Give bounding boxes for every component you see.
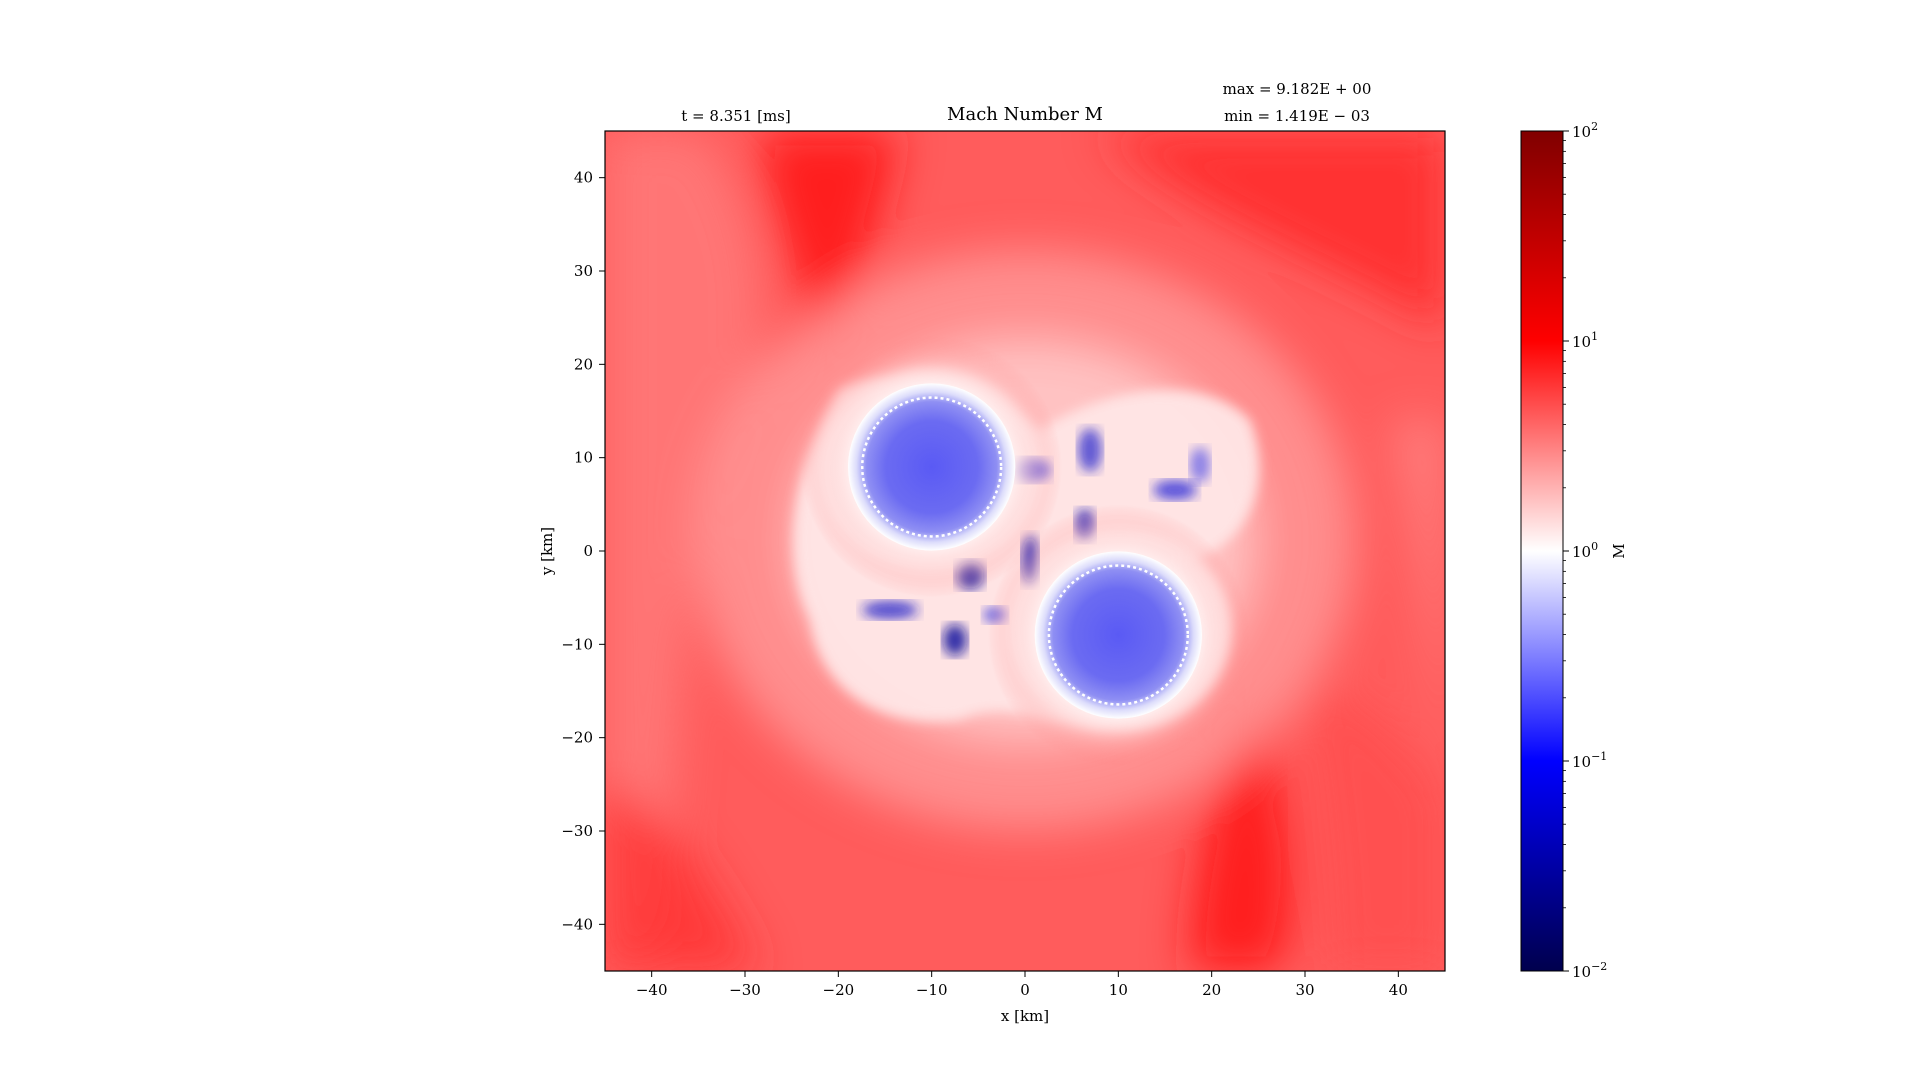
time-annotation: t = 8.351 [ms] [681,107,790,125]
x-axis: −40 −30 −20 −10 0 10 20 30 40 [636,971,1408,999]
x-tick-label: 30 [1295,981,1314,999]
colorbar-tick-label: 101 [1572,330,1598,351]
colorbar-tick-label: 10−1 [1572,750,1607,771]
colorbar-gradient [1520,130,1564,972]
star-core-1 [848,383,1016,551]
max-annotation: max = 9.182E + 00 [1223,80,1372,98]
x-tick-label: 0 [1020,981,1030,999]
y-axis-label: y [km] [538,527,556,576]
min-annotation: min = 1.419E − 03 [1224,107,1370,125]
x-tick-label: −10 [916,981,948,999]
y-tick-label: −20 [561,729,593,747]
y-tick-label: −40 [561,915,593,933]
star-core-2 [1034,551,1202,719]
x-tick-label: 20 [1202,981,1221,999]
y-tick-label: −30 [561,822,593,840]
x-axis-label: x [km] [1001,1007,1049,1025]
colorbar-ticks: 10−2 10−1 100 101 102 [1563,120,1607,981]
x-tick-label: −30 [729,981,761,999]
x-tick-label: −40 [636,981,668,999]
colorbar-tick-label: 100 [1572,540,1598,561]
star-core-1-boundary [860,396,1003,538]
y-tick-label: −10 [561,635,593,653]
x-tick-label: 40 [1389,981,1408,999]
y-tick-label: 40 [574,169,593,187]
star-core-2-boundary [1047,564,1190,706]
colorbar-tick-label: 10−2 [1572,960,1607,981]
y-axis: −40 −30 −20 −10 0 10 20 30 40 [561,169,605,933]
y-tick-label: 30 [574,262,593,280]
y-tick-label: 20 [574,355,593,373]
colorbar-tick-label: 102 [1572,120,1598,141]
x-tick-label: −20 [823,981,855,999]
y-tick-label: 10 [574,449,593,467]
y-tick-label: 0 [583,542,593,560]
chart-title: Mach Number M [947,104,1103,125]
x-tick-label: 10 [1109,981,1128,999]
colorbar-label: M [1610,543,1628,558]
colorbar: 10−2 10−1 100 101 102 M [1520,120,1628,981]
